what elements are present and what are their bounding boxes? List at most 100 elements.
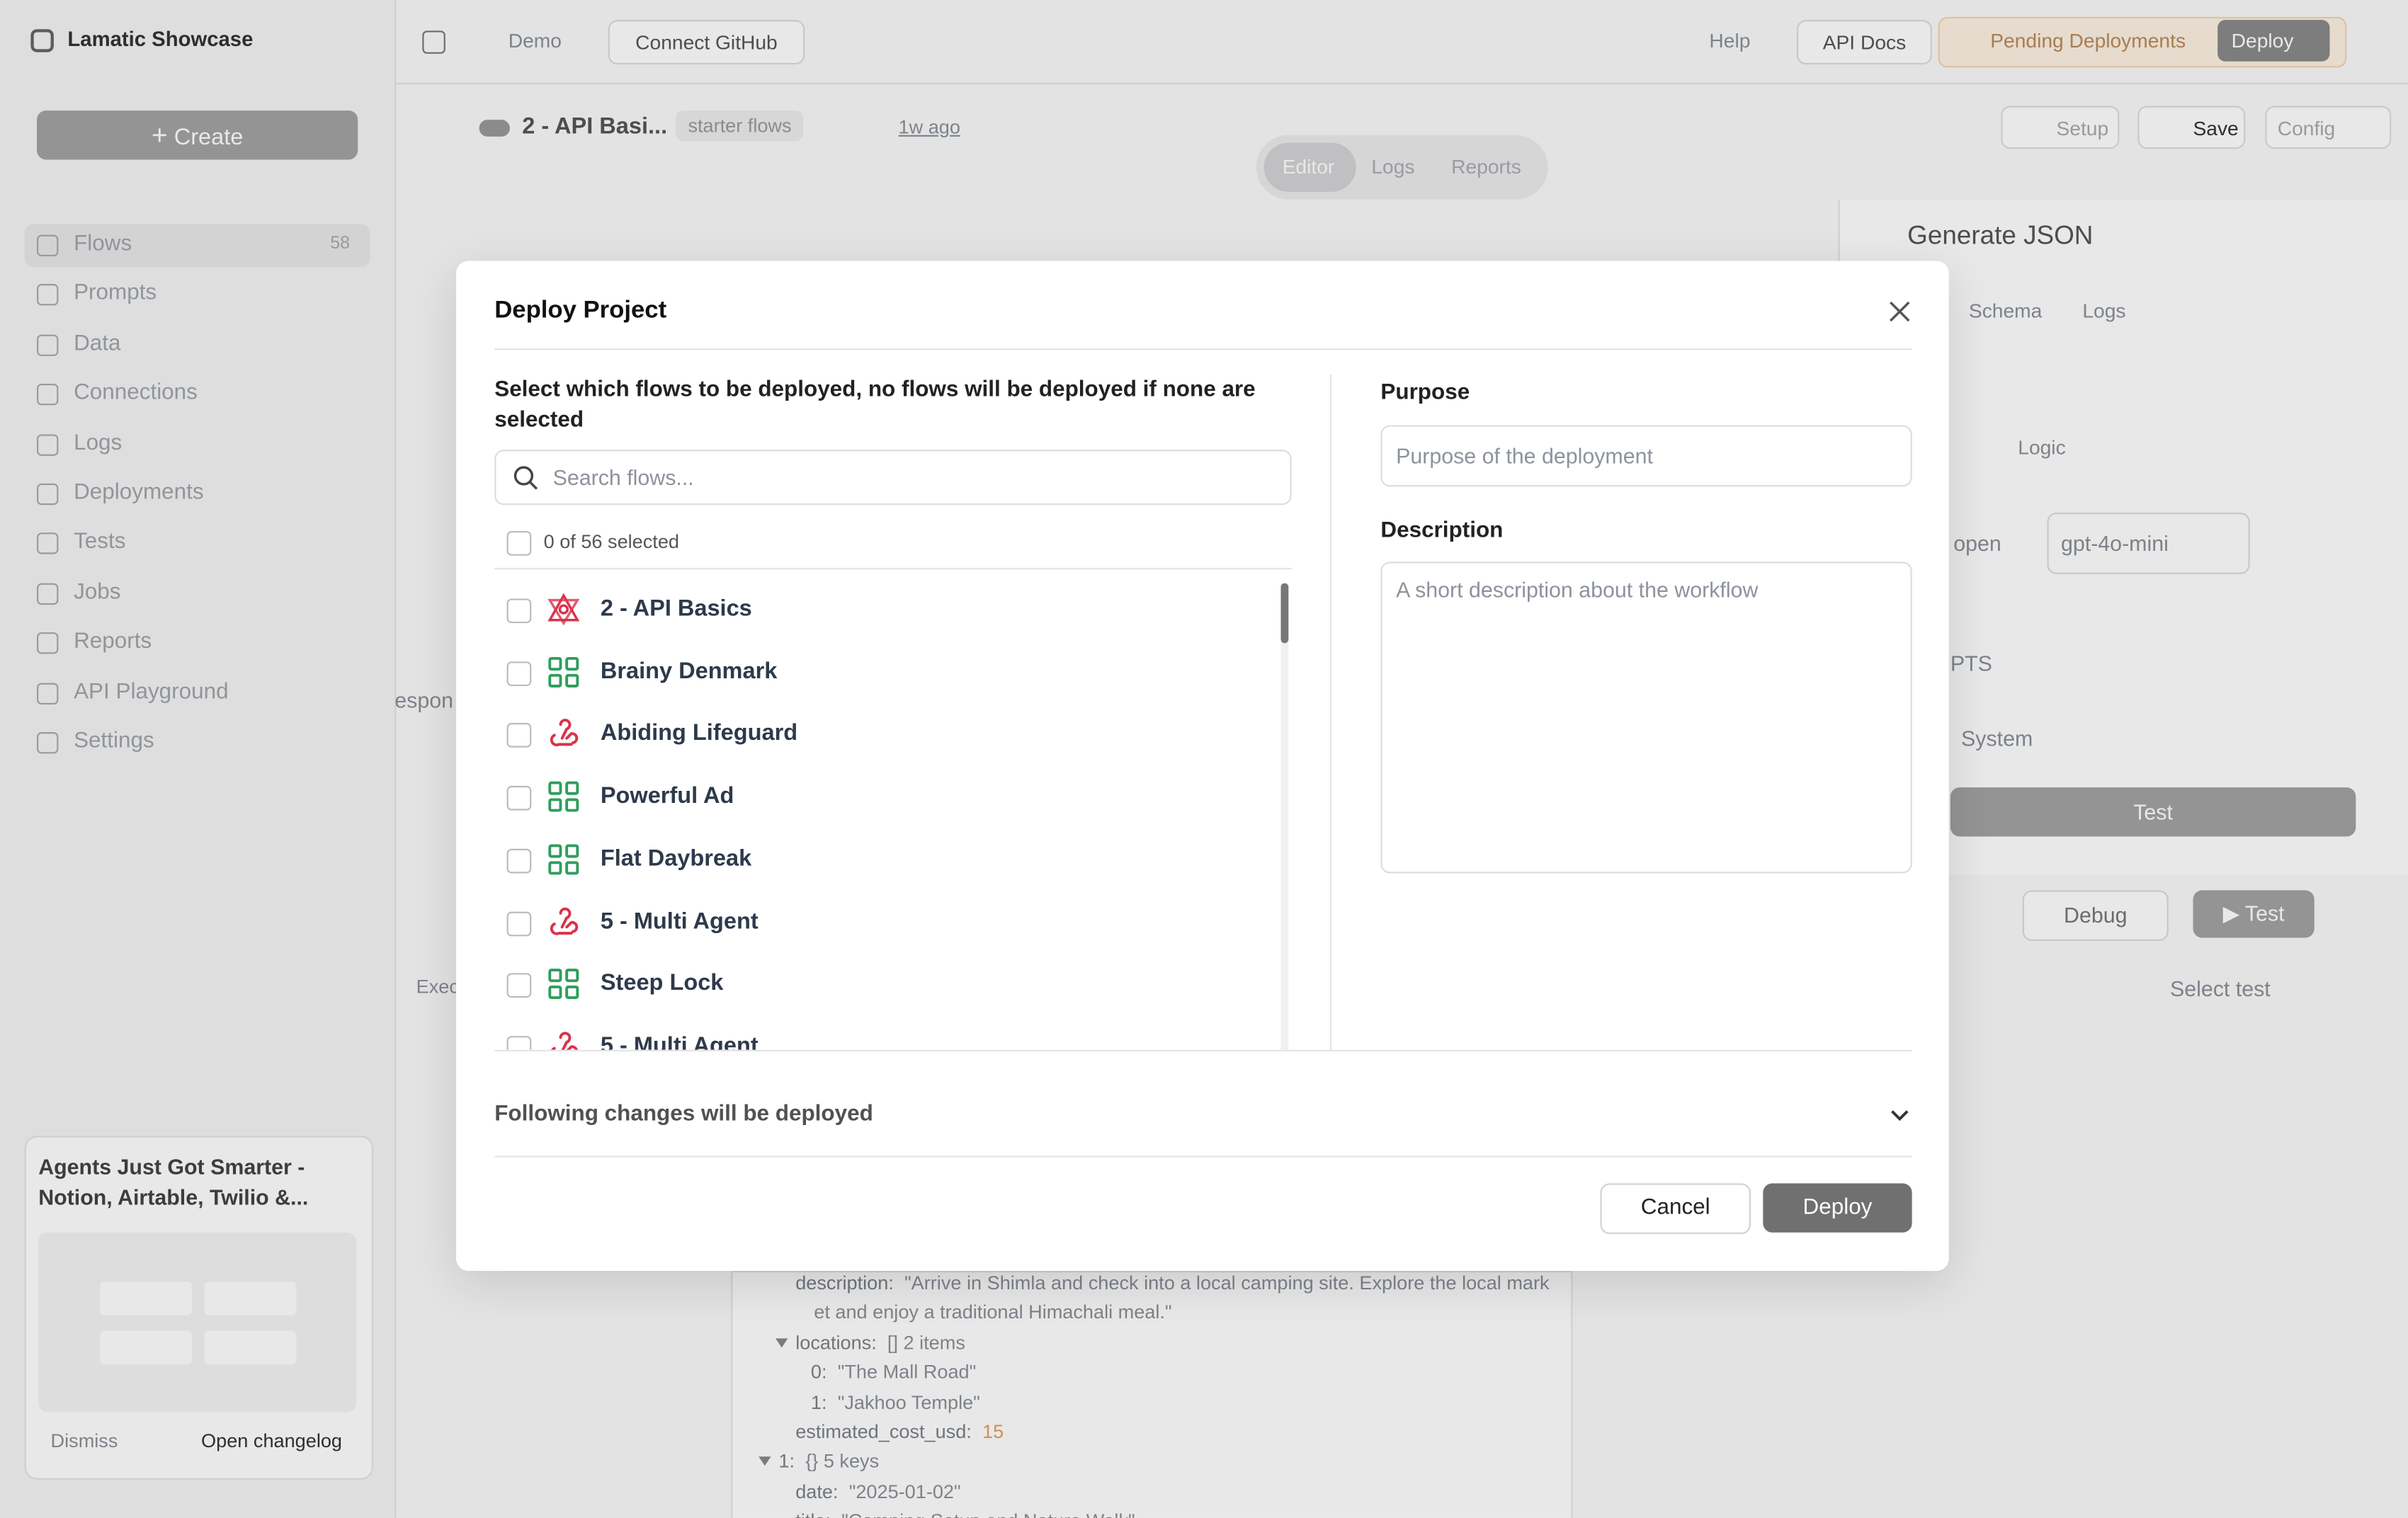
editor-action[interactable]: [2265, 105, 2392, 149]
updated: 1w ago: [898, 116, 960, 139]
instruction: Select which flows to be deployed, no fl…: [494, 377, 1256, 433]
select-all[interactable]: [506, 531, 532, 556]
search-flows[interactable]: [494, 450, 1292, 506]
nav-item[interactable]: Tests: [74, 530, 126, 555]
node-title: Generate JSON: [1907, 221, 2094, 251]
description-label: Description: [1380, 518, 1504, 544]
role[interactable]: System: [1961, 726, 2033, 751]
json-line: description: "Arrive in Shimla and check …: [795, 1272, 1549, 1294]
flow-checkbox[interactable]: [506, 661, 532, 686]
json-value: "Arrive in Shimla and check into a local…: [904, 1272, 1550, 1294]
top-deploy-label: Deploy: [2231, 29, 2294, 52]
json-value: [] 2 items: [887, 1332, 965, 1354]
flow-name[interactable]: Steep Lock: [600, 970, 724, 997]
select-test[interactable]: Select test: [2169, 976, 2271, 1001]
flow-icon: [548, 656, 579, 687]
json-line: et and enjoy a traditional Himachali mea…: [814, 1302, 1171, 1323]
divider: [494, 1049, 1912, 1051]
json-line: estimated_cost_usd: 15: [795, 1421, 1004, 1442]
dismiss[interactable]: Dismiss: [50, 1430, 118, 1452]
flow-checkbox[interactable]: [506, 598, 532, 624]
logic-tab[interactable]: Logic: [2018, 435, 2066, 460]
editor-tab[interactable]: Editor: [1282, 154, 1335, 178]
nav-item[interactable]: Reports: [74, 629, 152, 654]
flow-name[interactable]: Flat Daybreak: [600, 845, 752, 872]
json-line: 1: {} 5 keys: [778, 1451, 879, 1472]
sidebar-toggle[interactable]: [422, 30, 445, 54]
json-line: locations: [] 2 items: [795, 1332, 965, 1353]
debug[interactable]: Debug: [2022, 890, 2169, 941]
flow-name[interactable]: Powerful Ad: [600, 782, 734, 809]
panel-test-label: Test: [2133, 799, 2173, 825]
editor-tab[interactable]: Reports: [1451, 154, 1521, 178]
cancel-button[interactable]: Cancel: [1600, 1183, 1751, 1234]
json-caret: [759, 1457, 771, 1467]
flow-checkbox[interactable]: [506, 723, 532, 748]
create-button[interactable]: + Create: [37, 110, 358, 160]
prompts-fragment: PTS: [1950, 651, 1992, 675]
node-tab[interactable]: Logs: [2082, 299, 2126, 323]
api-docs-label: API Docs: [1822, 30, 1907, 54]
nav-count: 58: [330, 234, 350, 253]
changelog-preview: [38, 1232, 357, 1413]
json-line: 0: "The Mall Road": [811, 1362, 976, 1383]
flow-checkbox[interactable]: [506, 911, 532, 936]
close[interactable]: [1887, 299, 1912, 324]
scroll-thumb[interactable]: [1280, 583, 1289, 644]
flow-name[interactable]: 2 - API Basics: [600, 595, 752, 622]
node-tab[interactable]: Schema: [1968, 299, 2043, 323]
changes-toggle[interactable]: Following changes will be deployed: [494, 1102, 873, 1127]
nav-item[interactable]: Prompts: [74, 281, 157, 307]
divider: [494, 348, 1912, 350]
open-changelog[interactable]: Open changelog: [201, 1430, 343, 1452]
deploy-button[interactable]: Deploy: [1763, 1183, 1912, 1233]
flow-checkbox[interactable]: [506, 786, 532, 811]
github-button[interactable]: Connect GitHub: [608, 20, 805, 65]
help[interactable]: Help: [1709, 29, 1751, 52]
flow-name[interactable]: 5 - Multi Agent: [600, 1032, 759, 1050]
workspace-name[interactable]: Lamatic Showcase: [67, 28, 254, 51]
run-test[interactable]: ▶ Test: [2193, 890, 2315, 938]
scroll-track: [1280, 583, 1289, 1050]
nav-item[interactable]: Flows: [74, 232, 132, 257]
panel-test[interactable]: Test: [1950, 787, 2356, 837]
nav-item[interactable]: API Playground: [74, 679, 229, 704]
json-value: 15: [982, 1421, 1004, 1443]
json-key: description:: [795, 1272, 894, 1294]
pending-deployments[interactable]: Pending Deployments: [1990, 29, 2186, 52]
editor-tab[interactable]: Logs: [1371, 154, 1415, 178]
flow-toggle[interactable]: [479, 120, 510, 137]
editor-action-label: Save: [2193, 116, 2239, 140]
column-divider: [1329, 374, 1332, 1050]
nav-item[interactable]: Connections: [74, 381, 198, 406]
nav-item[interactable]: Deployments: [74, 480, 204, 506]
flow-icon: [550, 1032, 579, 1050]
flow-checkbox[interactable]: [506, 848, 532, 874]
project-name[interactable]: Demo: [508, 29, 562, 52]
nav-item[interactable]: Jobs: [74, 579, 121, 605]
flow-icon: [550, 906, 579, 935]
flow-name[interactable]: Abiding Lifeguard: [600, 720, 798, 747]
flow-icon: [548, 844, 579, 874]
nav-icon: [37, 284, 59, 307]
response-fragment: espon: [394, 687, 454, 712]
api-docs[interactable]: API Docs: [1797, 20, 1932, 65]
flow-checkbox[interactable]: [506, 973, 532, 998]
provider[interactable]: open: [1953, 531, 2001, 556]
editor-action[interactable]: [2137, 105, 2246, 149]
nav-item[interactable]: Logs: [74, 430, 123, 455]
flow-name[interactable]: Brainy Denmark: [600, 658, 778, 685]
description-input[interactable]: [1380, 561, 1912, 874]
nav-item[interactable]: Settings: [74, 729, 154, 754]
top-deploy[interactable]: Deploy: [2217, 20, 2330, 62]
json-line: title: "Camping Setup and Nature Walk": [795, 1511, 1135, 1518]
model[interactable]: gpt-4o-mini: [2060, 531, 2169, 556]
editor-action[interactable]: [2001, 105, 2120, 149]
purpose-input[interactable]: [1380, 425, 1912, 487]
changelog-title: Agents Just Got Smarter - Notion, Airtab…: [38, 1154, 309, 1210]
flow-checkbox[interactable]: [506, 1036, 532, 1050]
nav-item[interactable]: Data: [74, 331, 121, 356]
flow-name[interactable]: 5 - Multi Agent: [600, 908, 759, 935]
